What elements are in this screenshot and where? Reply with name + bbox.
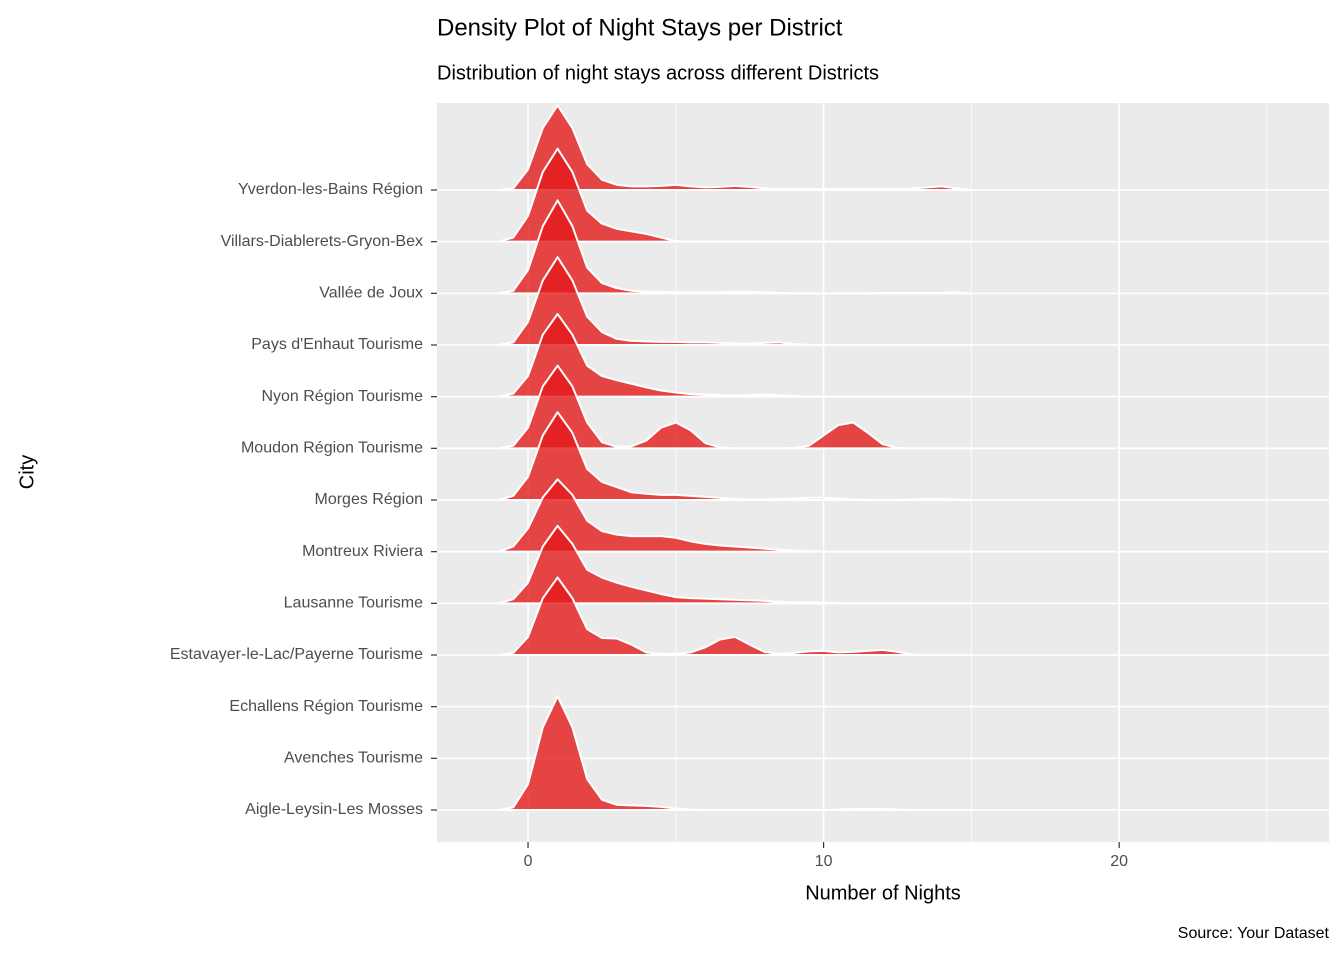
y-tick-label: Nyon Région Tourisme (261, 388, 423, 405)
ridge (497, 576, 973, 656)
y-axis-label: City (16, 455, 38, 489)
ridge (497, 524, 973, 605)
ridge (497, 695, 973, 811)
y-tick-label: Aigle-Leysin-Les Mosses (245, 801, 423, 818)
y-tick-label: Yverdon-les-Bains Région (238, 181, 423, 198)
y-tick-label: Lausanne Tourisme (284, 595, 423, 612)
ridge (497, 364, 973, 450)
chart-title: Density Plot of Night Stays per District (437, 14, 843, 41)
y-tick-label: Morges Région (315, 491, 424, 508)
y-tick-label: Montreux Riviera (302, 543, 423, 560)
ridge (497, 411, 973, 501)
y-tick-label: Villars-Diablerets-Gryon-Bex (221, 233, 423, 250)
y-tick-label: Avenches Tourisme (284, 750, 423, 767)
x-tick-label: 20 (1110, 853, 1128, 870)
y-tick-label: Pays d'Enhaut Tourisme (251, 336, 423, 353)
chart-subtitle: Distribution of night stays across diffe… (437, 62, 879, 84)
y-tick-label: Vallée de Joux (319, 285, 423, 302)
x-axis-label: Number of Nights (805, 882, 961, 904)
x-tick-label: 10 (815, 853, 833, 870)
y-tick-label: Estavayer-le-Lac/Payerne Tourisme (170, 646, 423, 663)
y-tick-label: Echallens Région Tourisme (229, 698, 423, 715)
x-tick-label: 0 (524, 853, 533, 870)
y-tick-label: Moudon Région Tourisme (241, 440, 423, 457)
caption: Source: Your Dataset (1178, 925, 1330, 942)
